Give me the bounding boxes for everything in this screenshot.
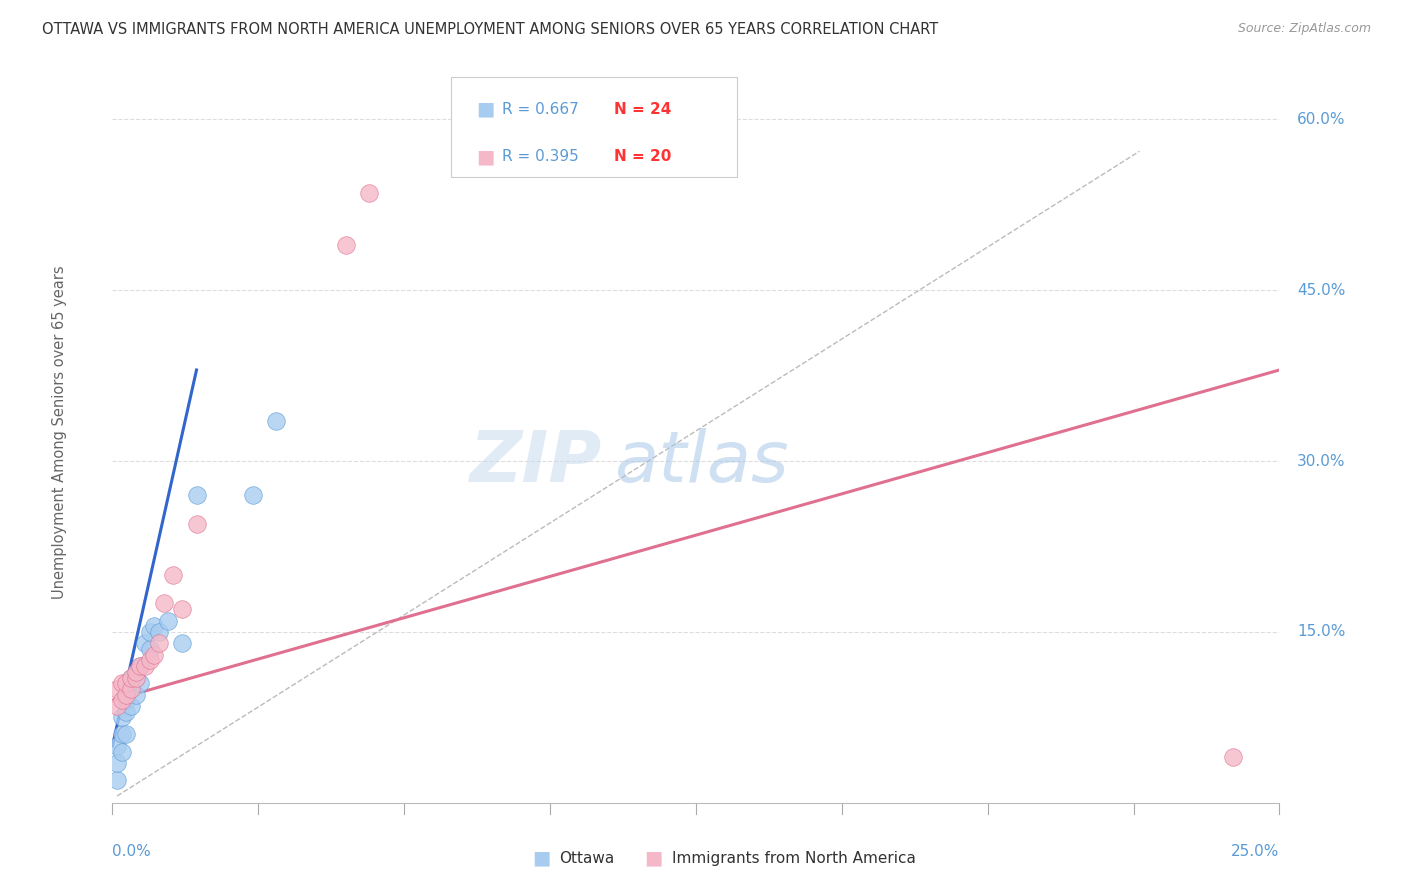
Point [172, 636, 194, 650]
Point [115, 727, 138, 741]
Text: ZIP: ZIP [471, 428, 603, 497]
Point [125, 665, 148, 679]
Point [157, 614, 180, 628]
Point [186, 516, 208, 531]
Point [143, 619, 166, 633]
Point [129, 676, 152, 690]
Text: 0.0%: 0.0% [112, 844, 152, 858]
Text: 25.0%: 25.0% [1232, 844, 1279, 858]
Point [139, 624, 162, 639]
Point [129, 659, 152, 673]
Point [359, 186, 381, 201]
Text: ■: ■ [477, 147, 495, 166]
Point [105, 698, 128, 713]
Point [105, 772, 128, 787]
Text: R = 0.395: R = 0.395 [502, 149, 579, 164]
Point [153, 597, 176, 611]
Text: ■: ■ [644, 848, 664, 868]
Text: N = 24: N = 24 [614, 102, 672, 117]
Text: 30.0%: 30.0% [1296, 454, 1346, 468]
Point [172, 602, 194, 616]
Point [105, 681, 128, 696]
Point [134, 636, 156, 650]
Text: 15.0%: 15.0% [1296, 624, 1346, 640]
FancyBboxPatch shape [451, 78, 737, 178]
Point [125, 671, 148, 685]
Text: 60.0%: 60.0% [1296, 112, 1346, 127]
Text: R = 0.667: R = 0.667 [502, 102, 579, 117]
Point [105, 739, 128, 753]
Point [335, 237, 357, 252]
Point [115, 693, 138, 707]
Point [115, 705, 138, 719]
Point [120, 671, 142, 685]
Point [148, 636, 170, 650]
Point [115, 676, 138, 690]
Text: ■: ■ [531, 848, 551, 868]
Text: atlas: atlas [614, 428, 789, 497]
Point [148, 624, 170, 639]
Point [129, 659, 152, 673]
Point [111, 727, 134, 741]
Text: Source: ZipAtlas.com: Source: ZipAtlas.com [1237, 22, 1371, 36]
Point [186, 488, 208, 502]
Text: Immigrants from North America: Immigrants from North America [672, 851, 915, 865]
Point [111, 745, 134, 759]
Text: Ottawa: Ottawa [560, 851, 614, 865]
Point [120, 681, 142, 696]
Text: OTTAWA VS IMMIGRANTS FROM NORTH AMERICA UNEMPLOYMENT AMONG SENIORS OVER 65 YEARS: OTTAWA VS IMMIGRANTS FROM NORTH AMERICA … [42, 22, 938, 37]
Point [139, 642, 162, 657]
Point [111, 710, 134, 724]
Point [139, 653, 162, 667]
Text: Unemployment Among Seniors over 65 years: Unemployment Among Seniors over 65 years [52, 266, 67, 599]
Point [115, 688, 138, 702]
Point [111, 676, 134, 690]
Text: 45.0%: 45.0% [1296, 283, 1346, 298]
Text: N = 20: N = 20 [614, 149, 672, 164]
Text: ■: ■ [477, 100, 495, 119]
Point [143, 648, 166, 662]
Point [242, 488, 264, 502]
Point [111, 693, 134, 707]
Point [162, 568, 184, 582]
Point [1222, 750, 1244, 764]
Point [120, 681, 142, 696]
Point [120, 671, 142, 685]
Point [105, 756, 128, 770]
Point [134, 659, 156, 673]
Point [125, 688, 148, 702]
Point [120, 698, 142, 713]
Point [125, 671, 148, 685]
Point [264, 414, 287, 428]
